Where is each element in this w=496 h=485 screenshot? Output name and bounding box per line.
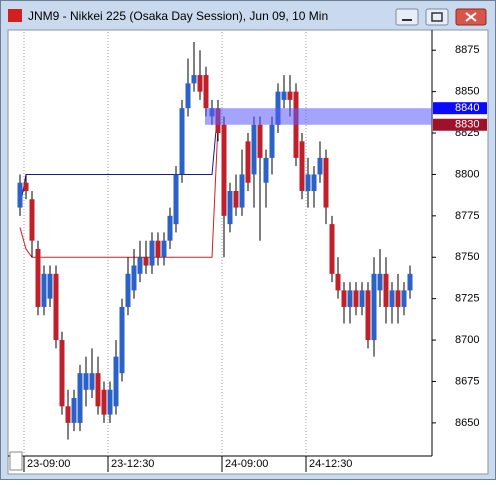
candle-body bbox=[389, 290, 395, 307]
candle-body bbox=[59, 340, 65, 407]
y-tick-label: 8750 bbox=[455, 251, 479, 263]
candle-body bbox=[383, 273, 389, 307]
candle-body bbox=[53, 273, 59, 341]
candle-body bbox=[77, 373, 83, 423]
candle-body bbox=[359, 290, 365, 307]
candle-body bbox=[329, 224, 335, 274]
candle-body bbox=[107, 389, 113, 415]
candle-body bbox=[131, 265, 137, 291]
candle-body bbox=[395, 290, 401, 307]
candle-body bbox=[83, 373, 89, 390]
candle-body bbox=[167, 215, 173, 241]
indicator-line bbox=[19, 108, 219, 208]
candle-body bbox=[197, 75, 203, 92]
candle-body bbox=[203, 75, 209, 109]
candle-body bbox=[143, 257, 149, 266]
candle-body bbox=[377, 273, 383, 291]
candle-body bbox=[137, 257, 143, 274]
candle-body bbox=[119, 306, 125, 374]
indicator-line bbox=[19, 124, 219, 258]
price-tag-label: 8840 bbox=[455, 102, 479, 114]
candle-body bbox=[365, 290, 371, 341]
price-tag-label: 8830 bbox=[455, 119, 479, 131]
x-tick-label: 24-09:00 bbox=[225, 458, 268, 470]
candle-body bbox=[233, 191, 239, 208]
candle-body bbox=[371, 273, 377, 341]
price-band bbox=[205, 108, 432, 125]
close-glyph bbox=[465, 12, 477, 22]
candle-body bbox=[401, 290, 407, 307]
candle-body bbox=[323, 157, 329, 208]
candle-body bbox=[23, 182, 29, 191]
candle-body bbox=[221, 124, 227, 216]
candle-body bbox=[173, 174, 179, 225]
candle-body bbox=[299, 141, 305, 191]
candle-body bbox=[47, 273, 53, 299]
candle-body bbox=[353, 290, 359, 307]
candle-body bbox=[311, 174, 317, 191]
candle-body bbox=[407, 273, 413, 291]
candle-body bbox=[227, 191, 233, 225]
candle-body bbox=[29, 199, 35, 241]
maximize-glyph bbox=[431, 12, 443, 22]
candle-body bbox=[71, 398, 77, 423]
minimize-button[interactable] bbox=[395, 8, 419, 26]
candle-body bbox=[95, 373, 101, 407]
candle-body bbox=[149, 240, 155, 266]
candle-body bbox=[251, 124, 257, 175]
candle-body bbox=[185, 83, 191, 109]
candle-body bbox=[65, 406, 71, 423]
window-title: JNM9 - Nikkei 225 (Osaka Day Session), J… bbox=[28, 9, 328, 23]
candle-body bbox=[287, 91, 293, 100]
y-tick-label: 8675 bbox=[455, 375, 479, 387]
candle-body bbox=[341, 290, 347, 307]
candle-body bbox=[281, 91, 287, 100]
candle-body bbox=[35, 248, 41, 307]
y-tick-label: 8650 bbox=[455, 417, 479, 429]
y-tick-label: 8725 bbox=[455, 293, 479, 305]
candle-body bbox=[335, 273, 341, 291]
x-tick-label: 24-12:30 bbox=[309, 458, 352, 470]
candle-body bbox=[317, 157, 323, 175]
candle-body bbox=[113, 356, 119, 407]
candle-body bbox=[347, 290, 353, 307]
candle-body bbox=[101, 389, 107, 415]
chart-area bbox=[7, 29, 489, 475]
candle-body bbox=[17, 182, 23, 208]
candle-body bbox=[155, 240, 161, 258]
candle-body bbox=[179, 108, 185, 175]
x-tick-label: 23-09:00 bbox=[27, 458, 70, 470]
y-tick-label: 8800 bbox=[455, 168, 479, 180]
scroll-box[interactable] bbox=[9, 451, 23, 471]
candle-body bbox=[245, 141, 251, 183]
price-tag bbox=[433, 102, 487, 115]
candle-body bbox=[125, 273, 131, 307]
x-tick-label: 23-12:30 bbox=[111, 458, 154, 470]
app-icon bbox=[8, 9, 22, 22]
candle-body bbox=[161, 240, 167, 258]
maximize-button[interactable] bbox=[425, 8, 449, 26]
price-tag bbox=[433, 118, 487, 131]
y-tick-label: 8850 bbox=[455, 86, 479, 98]
candle-body bbox=[257, 124, 263, 158]
candle-body bbox=[263, 157, 269, 183]
candle-body bbox=[191, 75, 197, 84]
y-tick-label: 8875 bbox=[455, 44, 479, 56]
y-tick-label: 8775 bbox=[455, 210, 479, 222]
candle-body bbox=[239, 174, 245, 208]
candle-body bbox=[41, 273, 47, 307]
candle-body bbox=[269, 124, 275, 158]
candle-body bbox=[305, 174, 311, 191]
y-tick-label: 8700 bbox=[455, 334, 479, 346]
candle-body bbox=[89, 373, 95, 390]
